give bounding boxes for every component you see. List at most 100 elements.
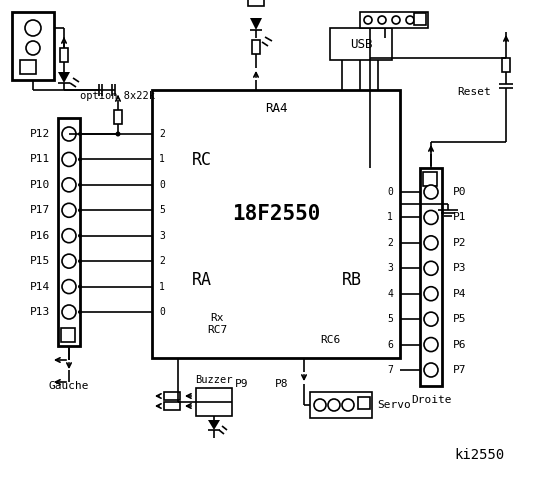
Text: P12: P12 [30,129,50,139]
Text: P1: P1 [453,213,467,222]
Bar [164,402,180,410]
Text: P5: P5 [453,314,467,324]
Bar [310,392,372,418]
Circle shape [364,16,372,24]
Bar [358,397,370,409]
Text: 2: 2 [159,129,165,139]
Circle shape [342,399,354,411]
Bar [114,110,122,124]
Text: 0: 0 [159,307,165,317]
Bar [248,0,264,6]
Text: 0: 0 [159,180,165,190]
Text: 1: 1 [159,155,165,165]
Circle shape [62,279,76,294]
Circle shape [392,16,400,24]
Text: 3: 3 [387,264,393,273]
Circle shape [424,363,438,377]
Bar [360,12,428,28]
Text: 5: 5 [387,314,393,324]
Circle shape [78,132,82,136]
Text: Rx: Rx [210,313,224,323]
Text: P17: P17 [30,205,50,216]
Text: P13: P13 [30,307,50,317]
Circle shape [62,178,76,192]
Text: RC6: RC6 [320,335,340,345]
Text: 7: 7 [387,365,393,375]
Text: P9: P9 [235,379,249,389]
Bar [423,172,437,186]
Text: P8: P8 [275,379,289,389]
Bar [58,118,80,346]
Circle shape [78,208,82,212]
Text: 2: 2 [159,256,165,266]
Text: P14: P14 [30,282,50,291]
Circle shape [78,310,82,314]
Circle shape [62,204,76,217]
Polygon shape [208,420,220,430]
Circle shape [78,259,82,263]
Text: P11: P11 [30,155,50,165]
Text: P7: P7 [453,365,467,375]
Text: RA: RA [192,271,212,289]
Polygon shape [250,18,262,30]
Text: RA4: RA4 [265,101,287,115]
Circle shape [116,132,121,136]
Text: P15: P15 [30,256,50,266]
Circle shape [78,183,82,187]
Circle shape [424,287,438,300]
Circle shape [314,399,326,411]
Circle shape [378,16,386,24]
Circle shape [424,337,438,351]
Text: P10: P10 [30,180,50,190]
Polygon shape [58,72,70,83]
Circle shape [78,285,82,288]
Circle shape [62,305,76,319]
Circle shape [424,236,438,250]
Bar [20,60,36,74]
Text: P6: P6 [453,339,467,349]
Circle shape [62,127,76,141]
Text: Reset: Reset [457,87,491,97]
Bar [502,58,510,72]
Text: 6: 6 [387,339,393,349]
Circle shape [62,228,76,243]
Circle shape [406,16,414,24]
Text: P3: P3 [453,264,467,273]
Bar [152,90,400,358]
Text: Servo: Servo [377,400,411,410]
Bar [60,48,68,62]
Text: 1: 1 [387,213,393,222]
Text: Droite: Droite [411,395,451,405]
Bar [61,328,75,342]
Circle shape [424,185,438,199]
Circle shape [62,254,76,268]
Circle shape [25,20,41,36]
Circle shape [424,210,438,225]
Text: USB: USB [349,37,372,50]
Text: Buzzer: Buzzer [195,375,233,385]
Bar [252,40,260,54]
Text: ki2550: ki2550 [455,448,505,462]
Text: P0: P0 [453,187,467,197]
Circle shape [424,261,438,276]
Circle shape [78,157,82,161]
Text: 0: 0 [387,187,393,197]
Bar [420,168,442,386]
Text: 4: 4 [387,288,393,299]
Text: 2: 2 [387,238,393,248]
Text: RB: RB [342,271,362,289]
Bar [196,388,232,416]
Bar [414,13,426,25]
Text: P4: P4 [453,288,467,299]
Text: 18F2550: 18F2550 [232,204,320,224]
Text: P16: P16 [30,231,50,240]
Circle shape [62,153,76,167]
Bar [12,12,54,80]
Bar [330,28,392,60]
Circle shape [328,399,340,411]
Text: 5: 5 [159,205,165,216]
Text: option 8x22k: option 8x22k [81,91,155,101]
Text: 3: 3 [159,231,165,240]
Text: P2: P2 [453,238,467,248]
Text: Gauche: Gauche [49,381,89,391]
